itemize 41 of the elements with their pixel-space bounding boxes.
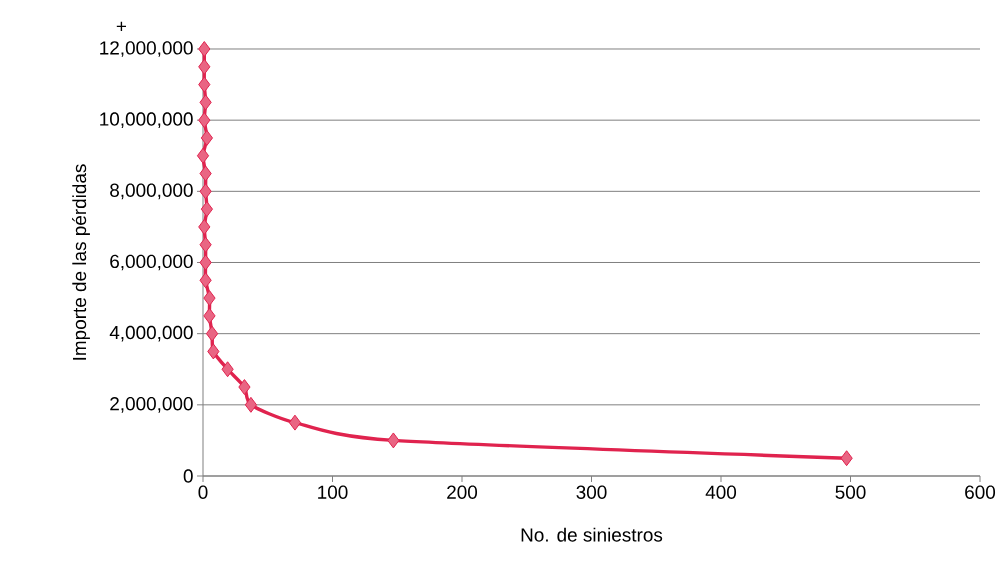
point xyxy=(221,361,234,378)
y-tick-label: 2,000,000 xyxy=(110,397,193,413)
point xyxy=(198,58,211,75)
point xyxy=(199,183,212,200)
point xyxy=(198,76,211,93)
point xyxy=(840,450,853,467)
point xyxy=(199,236,212,253)
y-tick-label: 6,000,000 xyxy=(110,254,193,271)
point xyxy=(288,414,302,431)
point xyxy=(199,272,212,289)
y-tick-label: 12,000,000 xyxy=(100,41,193,57)
x-tick-label: 400 xyxy=(705,485,737,499)
x-tick-label: 300 xyxy=(576,485,607,499)
point xyxy=(205,325,219,342)
text: + xyxy=(116,21,126,32)
point xyxy=(199,165,212,182)
point xyxy=(198,112,211,129)
x-tick-label: 0 xyxy=(198,485,208,499)
point xyxy=(198,41,211,57)
point xyxy=(203,290,216,307)
x-tick-label: 600 xyxy=(965,485,996,499)
y-tick-label: 8,000,000 xyxy=(110,183,193,200)
x-tick-label: 500 xyxy=(835,485,866,499)
point xyxy=(203,307,216,324)
x-tick-label: 200 xyxy=(447,485,478,499)
point xyxy=(198,218,211,235)
point xyxy=(199,254,212,271)
point xyxy=(207,343,220,360)
point xyxy=(196,147,210,164)
point xyxy=(200,201,213,218)
x-axis-title: No. de siniestros xyxy=(521,527,663,542)
y-tick-label: 4,000,000 xyxy=(109,325,193,342)
point xyxy=(244,396,258,413)
y-axis-title: Importe de las pérdidas xyxy=(72,164,90,360)
point xyxy=(387,432,400,449)
y-tick-label: 0 xyxy=(183,469,193,483)
y-tick-label: 10,000,000 xyxy=(100,112,193,128)
x-tick-label: 100 xyxy=(318,485,348,499)
point xyxy=(238,379,251,396)
point xyxy=(199,94,212,111)
point xyxy=(200,129,213,146)
